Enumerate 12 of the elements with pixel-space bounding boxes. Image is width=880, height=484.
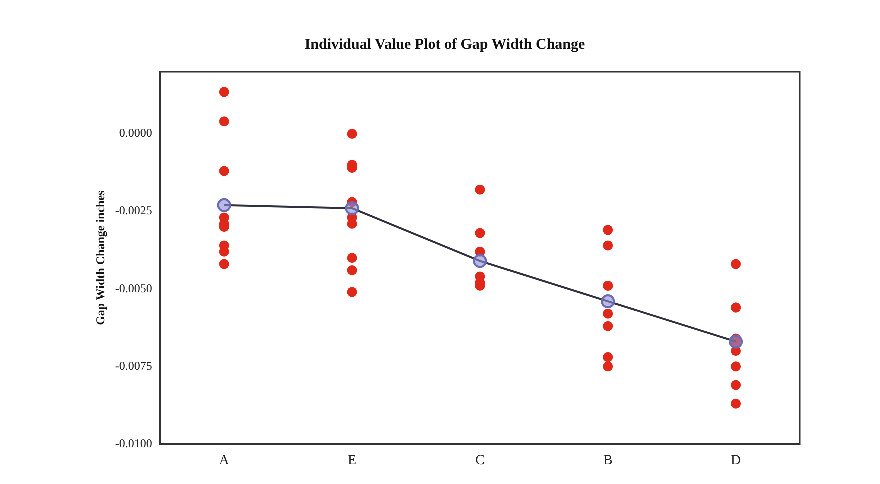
x-tick-label: D (730, 453, 742, 468)
x-tick-label: A (219, 453, 230, 468)
y-tick-label: -0.0025 (115, 204, 152, 218)
x-tick-label: E (348, 453, 357, 468)
y-tick-label: -0.0075 (115, 358, 152, 373)
y-tick-label: -0.0050 (115, 281, 152, 296)
x-tick-label: B (603, 453, 613, 468)
y-tick-label: -0.0100 (115, 436, 152, 450)
y-tick-label: 0.0000 (119, 126, 152, 140)
x-tick-label: C (476, 453, 485, 468)
chart-title: Individual Value Plot of Gap Width Change (304, 36, 586, 53)
y-axis-title: Gap Width Change inches (93, 190, 108, 326)
